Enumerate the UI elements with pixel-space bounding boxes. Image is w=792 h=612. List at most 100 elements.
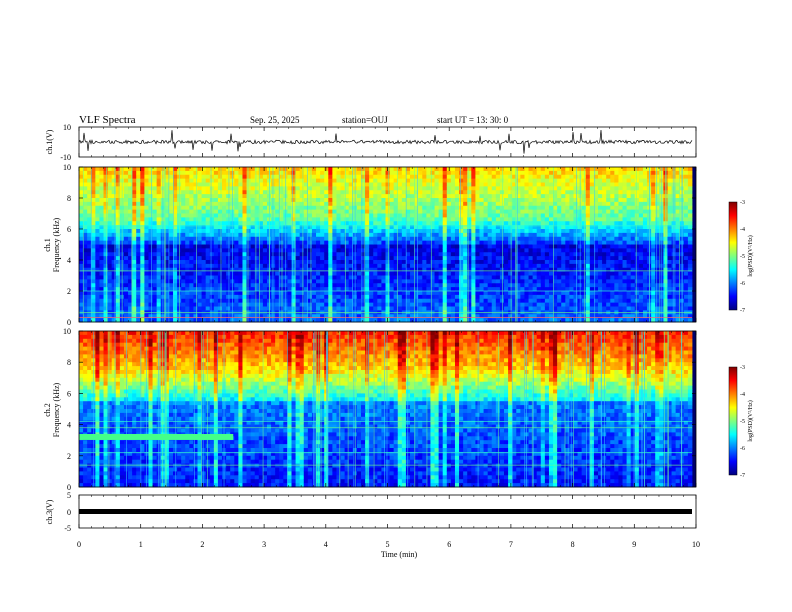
spectrogram-cell: [336, 283, 341, 288]
spectrogram-cell: [499, 186, 505, 191]
spectrogram-cell: [434, 279, 440, 284]
spectrogram-cell: [442, 256, 448, 261]
spectrogram-cell: [201, 248, 207, 253]
spectrogram-cell: [193, 182, 198, 187]
spectrogram-cell: [316, 263, 321, 269]
spectrogram-cell: [512, 182, 517, 187]
spectrogram-cell: [405, 260, 411, 265]
spectrogram-cell: [213, 170, 219, 176]
spectrogram-cell: [528, 225, 534, 230]
spectrogram-cell: [540, 236, 546, 242]
spectrogram-cell: [442, 182, 448, 187]
spectrogram-cell: [140, 240, 145, 245]
spectrogram-cell: [103, 221, 109, 226]
spectrogram-cell: [254, 201, 260, 207]
spectrogram-cell: [262, 252, 268, 257]
spectrogram-cell: [258, 294, 264, 300]
spectrogram-cell: [258, 306, 264, 311]
spectrogram-cell: [234, 232, 239, 238]
spectrogram-cell: [438, 314, 444, 319]
spectrogram-cell: [414, 178, 419, 183]
spectrogram-cell: [254, 275, 260, 280]
spectrogram-cell: [454, 291, 460, 296]
spectrogram-cell: [536, 213, 542, 218]
spectrogram-cell: [528, 178, 534, 183]
spectrogram-cell: [344, 170, 350, 176]
spectrogram-cell: [544, 236, 550, 242]
spectrogram-cell: [295, 240, 301, 245]
spectrogram-cell: [303, 244, 309, 249]
spectrogram-cell: [279, 271, 284, 276]
spectrogram-cell: [115, 252, 121, 257]
spectrogram-cell: [442, 209, 448, 214]
spectrogram-cell: [360, 287, 366, 292]
spectrogram-cell: [442, 244, 448, 249]
spectrogram-cell: [459, 205, 464, 211]
spectrogram-cell: [201, 229, 207, 234]
spectrogram-cell: [401, 194, 407, 199]
spectrogram-cell: [397, 194, 403, 199]
spectrogram-cell: [573, 298, 578, 304]
spectrogram-cell: [422, 306, 427, 311]
spectrogram-cell: [553, 213, 558, 218]
spectrogram-cell: [213, 174, 219, 180]
spectrogram-cell: [532, 205, 538, 211]
spectrogram-cell: [87, 232, 92, 238]
spectrogram-cell: [262, 236, 268, 242]
spectrogram-cell: [344, 248, 350, 253]
spectrogram-cell: [495, 287, 501, 292]
spectrogram-cell: [107, 240, 113, 245]
spectrogram-cell: [123, 217, 129, 222]
spectrogram-cell: [79, 298, 84, 304]
spectrogram-cell: [111, 201, 117, 207]
spectrogram-cell: [569, 244, 574, 249]
spectrogram-cell: [585, 256, 591, 261]
spectrogram-cell: [438, 186, 444, 191]
spectrogram-cell: [426, 236, 431, 242]
spectrogram-cell: [557, 302, 562, 307]
spectrogram-cell: [111, 306, 117, 311]
spectrogram-cell: [483, 194, 489, 199]
spectrogram-cell: [585, 263, 591, 269]
spectrogram-cell: [471, 167, 476, 172]
spectrogram-cell: [205, 248, 211, 253]
spectrogram-cell: [254, 291, 260, 296]
spectrogram-cell: [316, 232, 321, 238]
spectrogram-cell: [115, 240, 121, 245]
spectrogram-cell: [414, 240, 419, 245]
spectrogram-cell: [95, 174, 100, 180]
spectrogram-cell: [307, 318, 313, 323]
spectrogram-cell: [164, 267, 170, 273]
spectrogram-cell: [115, 178, 121, 183]
spectrogram-cell: [226, 225, 231, 230]
spectrogram-cell: [295, 198, 301, 203]
spectrogram-cell: [553, 225, 558, 230]
spectrogram-cell: [471, 302, 476, 307]
spectrogram-cell: [422, 248, 427, 253]
spectrogram-cell: [262, 275, 268, 280]
spectrogram-cell: [87, 271, 92, 276]
spectrogram-cell: [405, 232, 411, 238]
spectrogram-cell: [99, 167, 104, 172]
spectrogram-cell: [197, 256, 202, 261]
spectrogram-cell: [373, 194, 378, 199]
spectrogram-cell: [99, 298, 104, 304]
spectrogram-cell: [544, 287, 550, 292]
spectrogram-cell: [463, 256, 468, 261]
spectrogram-cell: [87, 306, 92, 311]
spectrogram-cell: [463, 294, 468, 300]
spectrogram-cell: [79, 205, 84, 211]
spectrogram-cell: [271, 302, 276, 307]
spectrogram-cell: [426, 279, 431, 284]
spectrogram-cell: [356, 287, 362, 292]
spectrogram-cell: [316, 267, 321, 273]
spectrogram-cell: [479, 170, 484, 176]
spectrogram-cell: [234, 225, 239, 230]
spectrogram-cell: [299, 229, 305, 234]
spectrogram-cell: [548, 279, 554, 284]
spectrogram-cell: [577, 263, 583, 269]
spectrogram-cell: [156, 217, 162, 222]
spectrogram-cell: [250, 267, 256, 273]
spectrogram-cell: [418, 279, 423, 284]
spectrogram-cell: [561, 174, 566, 180]
